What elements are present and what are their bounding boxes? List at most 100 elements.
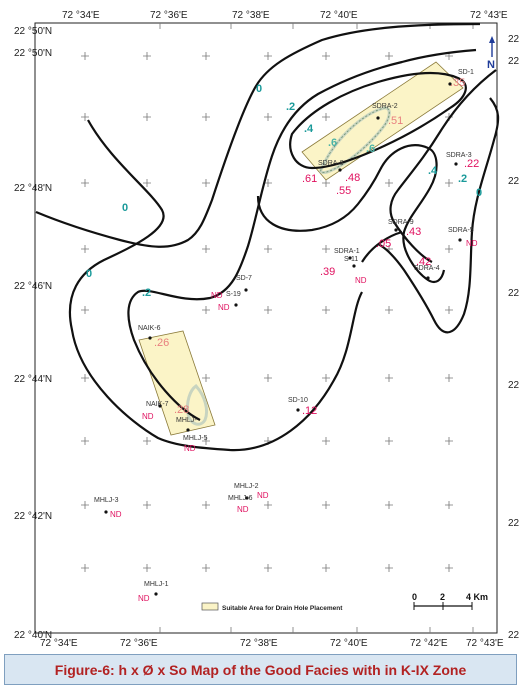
well-label: SDRA-8 (318, 160, 344, 167)
value-label: .05 (376, 238, 391, 250)
well-labels: SD-1 SDRA-2 SDRA-8 SDRA-3 SDRA-5 SDRA-9 … (94, 69, 474, 588)
contour-2-east (256, 144, 446, 284)
figure-caption-box: Figure-6: h x Ø x So Map of the Good Fac… (4, 654, 517, 685)
scale-bar: 0 2 4 Km (412, 592, 488, 610)
well-label: SD-1 (458, 69, 474, 76)
contour-0-left (68, 119, 363, 452)
contour-label: 0 (122, 202, 128, 214)
well-label: SD-7 (236, 275, 252, 282)
nd-label: ND (211, 291, 223, 300)
suitable-area-west (138, 330, 216, 436)
lon-label-bottom-42: 72 °42'E (410, 638, 448, 649)
contour-label: .2 (458, 173, 467, 185)
nd-label: ND (257, 491, 269, 500)
north-arrow: N (487, 36, 495, 71)
value-label: .22 (464, 158, 479, 170)
scale-label-4: 4 Km (466, 592, 488, 602)
lat-label-48: 22 °48'N (14, 183, 52, 194)
value-label: .28 (174, 404, 189, 416)
lon-label-top-34: 72 °34'E (62, 10, 100, 21)
lat-label-right-a: 22 (508, 34, 520, 45)
lat-label-40: 22 °40'N (14, 630, 52, 641)
value-label: .26 (154, 337, 169, 349)
nd-label: ND (142, 412, 154, 421)
scale-label-0: 0 (412, 592, 417, 602)
well-label: SDRA-4 (414, 265, 440, 272)
well-label: SDRA-1 (334, 248, 360, 255)
suitable-area-north (301, 61, 464, 181)
contour-label: .4 (304, 123, 314, 135)
well-label: SDRA-3 (446, 152, 472, 159)
lon-label-bottom-43: 72 °43'E (466, 638, 504, 649)
north-label: N (487, 59, 495, 71)
well-label: MHLJ- (176, 417, 197, 424)
contour-label: 0 (476, 187, 482, 199)
lon-label-top-36: 72 °36'E (150, 10, 188, 21)
contour-label: .6 (366, 143, 375, 155)
value-label: .39 (320, 266, 335, 278)
contour-2-ring (127, 48, 477, 421)
value-label: .51 (388, 115, 403, 127)
contour-label: .2 (142, 287, 151, 299)
contour-label: .2 (286, 101, 295, 113)
well-label: NAIK-6 (138, 325, 161, 332)
lat-label-right-d: 22 (508, 288, 520, 299)
lon-label-top-40: 72 °40'E (320, 10, 358, 21)
value-label: .42 (416, 256, 431, 268)
contour-0-east (377, 97, 500, 334)
value-label: .12 (302, 405, 317, 417)
map-frame (34, 22, 498, 634)
figure-caption: Figure-6: h x Ø x So Map of the Good Fac… (54, 661, 467, 678)
contour-labels: 0 0 0 0 .2 .2 .2 .4 .4 .6 .6 (86, 83, 482, 299)
inner-contour-west (186, 384, 209, 426)
contour-4-loop (289, 71, 467, 170)
value-label: .55 (336, 185, 351, 197)
lat-label-top-b: 22 °50'N (14, 48, 52, 59)
well-label: MHLJ-3 (94, 497, 119, 504)
well-label: S-11 (344, 256, 358, 263)
value-label: .61 (302, 173, 317, 185)
value-label: .43 (406, 226, 421, 238)
suitable-areas (138, 61, 464, 436)
nd-label: ND (466, 239, 478, 248)
contour-label: .4 (428, 165, 438, 177)
value-label: .35 (450, 77, 465, 89)
lon-label-bottom-34: 72 °34'E (40, 638, 78, 649)
legend-label: Suitable Area for Drain Hole Placement (222, 605, 343, 612)
well-label: SDRA-9 (388, 219, 414, 226)
well-dots (104, 82, 462, 596)
lat-label-42: 22 °42'N (14, 511, 52, 522)
contour-label: 0 (86, 268, 92, 280)
axis-labels: 22 °50'N 22 °50'N 22 °48'N 22 °46'N 22 °… (14, 10, 520, 649)
lat-label-right-c: 22 (508, 176, 520, 187)
well-label: MHLJ-6 (228, 495, 253, 502)
lat-label-44: 22 °44'N (14, 374, 52, 385)
well-label: MHLJ-2 (234, 483, 259, 490)
well-label: SD-10 (288, 397, 308, 404)
property-values: .35 .51 .61 .48 .55 .22 .43 .05 .39 .42 … (154, 77, 479, 417)
lon-label-top-43: 72 °43'E (470, 10, 508, 21)
lon-label-bottom-36: 72 °36'E (120, 638, 158, 649)
lat-label-right-e: 22 (508, 380, 520, 391)
lat-label-top-a: 22 °50'N (14, 26, 52, 37)
nd-label: ND (237, 505, 249, 514)
nd-label: ND (138, 594, 150, 603)
well-label: SDRA-5 (448, 227, 474, 234)
lat-label-right-b: 22 (508, 56, 520, 67)
legend-swatch (201, 602, 219, 611)
lat-label-right-g: 22 (508, 630, 520, 641)
value-label: .48 (345, 172, 360, 184)
contour-map: 22 °50'N 22 °50'N 22 °48'N 22 °46'N 22 °… (14, 10, 520, 649)
contour-2-middle (361, 230, 403, 263)
lon-label-bottom-40: 72 °40'E (330, 638, 368, 649)
nd-label: ND (110, 510, 122, 519)
no-data-labels: ND ND ND ND ND ND ND ND ND ND (110, 239, 478, 603)
well-label: SDRA-2 (372, 103, 398, 110)
lon-label-top-38: 72 °38'E (232, 10, 270, 21)
nd-label: ND (218, 303, 230, 312)
nd-label: ND (184, 444, 196, 453)
well-label: MHLJ-1 (144, 581, 169, 588)
scale-label-2: 2 (440, 592, 445, 602)
contour-lines (35, 22, 500, 452)
well-label: NAIK-7 (146, 401, 169, 408)
